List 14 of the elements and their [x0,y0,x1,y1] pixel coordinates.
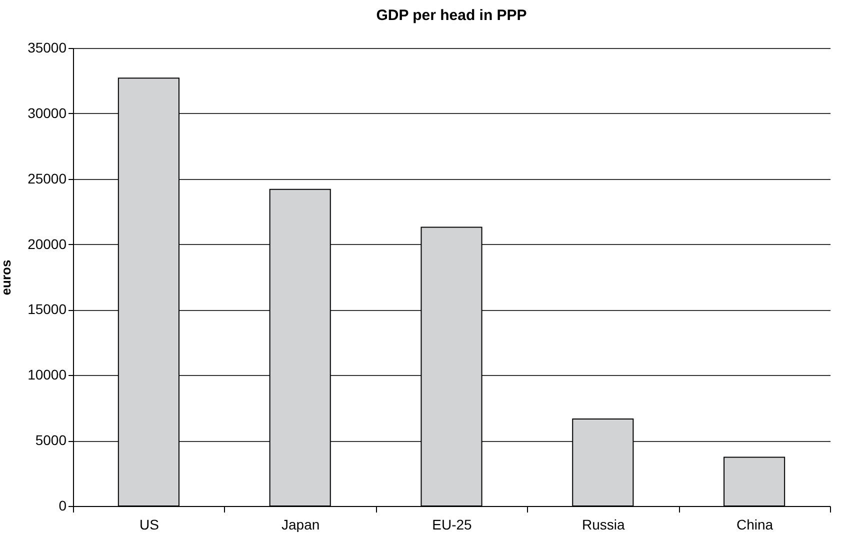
y-tick-label: 20000 [28,236,67,252]
x-tick-label: Russia [582,516,626,532]
y-tick-label: 35000 [28,40,67,56]
y-axis-title: euros [0,260,14,296]
y-tick-label: 25000 [28,170,67,186]
chart-title: GDP per head in PPP [376,7,527,24]
y-tick-label: 0 [58,498,67,514]
y-tick-label: 5000 [35,432,67,448]
x-tick-label: EU-25 [432,516,472,532]
y-tick-label: 10000 [28,366,67,383]
x-tick-label: US [139,516,159,532]
x-tick-label: China [736,516,774,532]
y-tick-label: 30000 [28,104,67,121]
y-tick-label: 15000 [28,301,67,318]
